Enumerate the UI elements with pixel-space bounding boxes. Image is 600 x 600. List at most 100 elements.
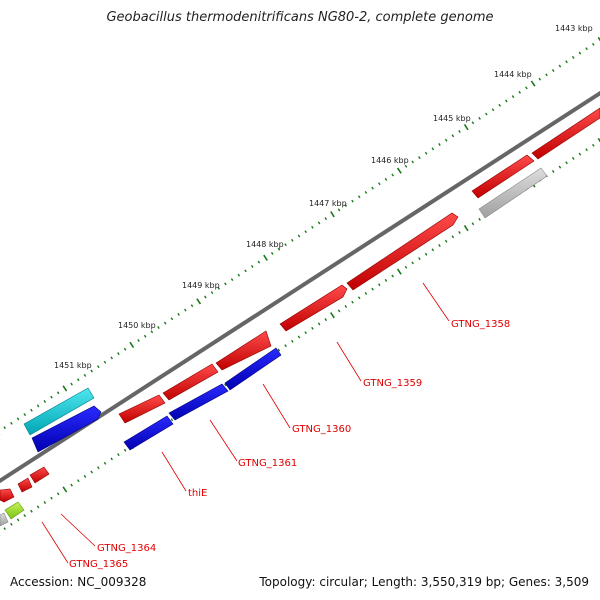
inner-minor-tick <box>404 265 408 269</box>
gene-thie[interactable] <box>168 383 229 421</box>
inner-minor-tick <box>317 322 321 326</box>
inner-minor-tick <box>311 326 314 330</box>
inner-minor-tick <box>170 418 174 422</box>
inner-minor-tick <box>578 152 582 156</box>
inner-minor-tick <box>411 261 414 265</box>
outer-minor-tick <box>351 199 354 203</box>
tick-label-1451: 1451 kbp <box>54 361 92 370</box>
gene-gtng-1363[interactable] <box>29 466 50 484</box>
outer-major-tick <box>263 254 268 261</box>
outer-minor-tick <box>23 413 27 417</box>
gene-rna-1[interactable] <box>23 387 95 436</box>
inner-minor-tick <box>97 466 100 470</box>
outer-minor-tick <box>364 191 368 194</box>
gene-gtng-1365[interactable] <box>0 488 15 503</box>
leader-gtng-1358 <box>422 282 450 322</box>
gene-gtng-1359[interactable] <box>279 284 348 332</box>
inner-minor-tick <box>571 156 575 160</box>
outer-minor-tick <box>190 304 194 308</box>
leader-gtng-1360 <box>262 383 291 429</box>
outer-major-tick <box>330 211 335 218</box>
outer-minor-tick <box>458 130 461 133</box>
inner-minor-tick <box>471 222 475 226</box>
outer-minor-tick <box>324 217 328 221</box>
gene-thie-forward[interactable] <box>162 363 219 401</box>
tick-labels: 1443 kbp 1444 kbp 1445 kbp 1446 kbp 1447… <box>54 24 593 370</box>
inner-minor-tick <box>30 509 33 513</box>
outer-minor-tick <box>123 347 127 351</box>
outer-minor-tick <box>284 243 287 247</box>
gene-gtng-1364[interactable] <box>17 477 33 493</box>
outer-minor-tick <box>50 395 53 399</box>
gene-label-gtng-1364: GTNG_1364 <box>97 543 156 554</box>
inner-minor-tick <box>103 461 107 465</box>
tick-label-1444: 1444 kbp <box>494 70 532 79</box>
gene-gtng-1362[interactable] <box>118 394 166 424</box>
outer-minor-tick <box>143 334 147 338</box>
outer-minor-tick <box>250 265 254 268</box>
outer-minor-tick <box>150 330 154 334</box>
outer-minor-tick <box>257 260 261 264</box>
inner-minor-tick <box>324 318 328 322</box>
inner-minor-tick <box>364 292 368 295</box>
outer-minor-tick <box>485 112 488 116</box>
inner-minor-tick <box>23 514 27 518</box>
inner-minor-tick <box>83 474 87 478</box>
gene-reverse-3[interactable] <box>123 415 174 451</box>
outer-major-tick <box>62 385 68 392</box>
inner-major-tick <box>62 486 68 493</box>
outer-minor-tick <box>36 404 40 408</box>
gene-gtng-1361[interactable] <box>224 347 282 391</box>
gene-gtng-1358[interactable] <box>346 212 459 291</box>
inner-minor-tick <box>458 231 461 234</box>
gene-gtng-1357[interactable] <box>471 154 535 199</box>
outer-minor-tick <box>478 116 481 120</box>
outer-minor-tick <box>77 378 80 382</box>
outer-minor-tick <box>237 273 241 277</box>
gene-other-2[interactable] <box>0 512 9 527</box>
outer-minor-tick <box>592 42 595 46</box>
inner-minor-tick <box>585 148 588 152</box>
inner-minor-tick <box>478 217 481 221</box>
outer-minor-tick <box>230 278 234 281</box>
outer-minor-tick <box>418 156 421 160</box>
outer-minor-tick <box>505 99 508 103</box>
inner-minor-tick <box>424 252 428 256</box>
outer-minor-tick <box>551 69 555 72</box>
outer-minor-tick <box>204 295 207 299</box>
gene-gtng-1356[interactable] <box>531 107 600 160</box>
inner-minor-tick <box>444 239 448 243</box>
outer-minor-tick <box>43 400 47 403</box>
inner-minor-tick <box>431 248 435 252</box>
inner-minor-tick <box>110 457 113 461</box>
inner-minor-tick <box>304 331 307 335</box>
outer-minor-tick <box>391 173 394 177</box>
outer-minor-tick <box>170 317 174 321</box>
outer-minor-tick <box>177 312 180 316</box>
inner-minor-tick <box>291 339 294 343</box>
outer-minor-tick <box>411 160 414 164</box>
outer-minor-tick <box>344 204 348 207</box>
leader-gtng-1359 <box>336 341 362 382</box>
outer-minor-tick <box>70 382 73 386</box>
outer-minor-tick <box>3 426 6 430</box>
gene-other-1[interactable] <box>478 167 548 219</box>
outer-major-tick <box>196 298 202 305</box>
inner-minor-tick <box>558 165 562 169</box>
inner-minor-tick <box>277 348 281 352</box>
outer-minor-tick <box>545 73 548 77</box>
outer-minor-tick <box>224 282 227 286</box>
outer-minor-tick <box>110 356 113 360</box>
gene-gtng-1360[interactable] <box>215 330 272 371</box>
gene-misc-1[interactable] <box>4 501 25 520</box>
gene-label-gtng-1359: GTNG_1359 <box>363 378 422 389</box>
reverse-strand-genes <box>0 167 548 527</box>
outer-minor-tick <box>511 95 515 99</box>
outer-major-tick <box>597 36 600 42</box>
gene-label-gtng-1358: GTNG_1358 <box>451 319 510 330</box>
gene-label-gtng-1365: GTNG_1365 <box>69 559 128 570</box>
outer-minor-tick <box>357 195 361 199</box>
inner-minor-tick <box>371 287 374 291</box>
gene-reverse-4[interactable] <box>31 405 102 453</box>
